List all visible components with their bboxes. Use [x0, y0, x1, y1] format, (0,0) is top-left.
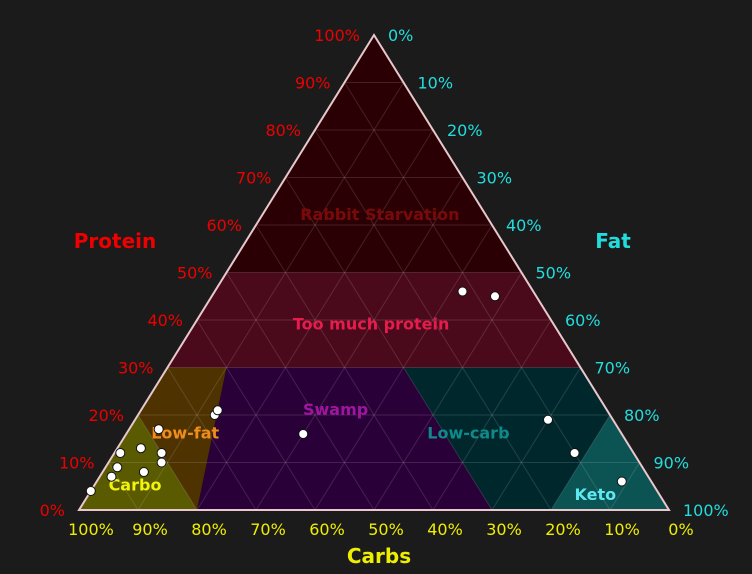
tick-label-fat: 60% — [565, 311, 601, 330]
tick-label-fat: 40% — [506, 216, 542, 235]
tick-label-carbs: 100% — [68, 520, 114, 539]
tick-labels: 0%0%100%10%10%90%20%20%80%30%30%70%40%40… — [40, 26, 729, 539]
tick-label-fat: 30% — [477, 169, 513, 188]
tick-label-carbs: 10% — [604, 520, 640, 539]
tick-label-protein: 80% — [265, 121, 301, 140]
grid-line-carbs — [314, 129, 552, 511]
tick-label-carbs: 60% — [309, 520, 345, 539]
data-point — [569, 448, 580, 458]
grid-line-carbs — [137, 414, 198, 511]
data-point — [138, 467, 149, 477]
tick-label-protein: 30% — [118, 359, 154, 378]
grid-line-fat — [373, 272, 522, 511]
data-point — [298, 429, 309, 439]
grid-line-fat — [491, 367, 581, 511]
tick-label-carbs: 30% — [486, 520, 522, 539]
grid-line-fat — [196, 129, 434, 511]
grid-line-carbs — [226, 272, 375, 511]
region-keto — [551, 415, 669, 510]
tick-label-fat: 80% — [624, 406, 660, 425]
region-label-too-much-protein: Too much protein — [293, 314, 450, 333]
region-label-keto: Keto — [574, 485, 616, 504]
tick-label-fat: 90% — [654, 454, 690, 473]
tick-label-carbs: 70% — [250, 520, 286, 539]
tick-label-fat: 70% — [595, 359, 631, 378]
region-low-carb — [403, 367, 610, 510]
region-label-rabbit-starvation: Rabbit Starvation — [300, 205, 459, 224]
triangle-outline — [77, 33, 671, 511]
data-point — [115, 448, 126, 458]
tick-label-protein: 60% — [206, 216, 242, 235]
tick-label-fat: 20% — [447, 121, 483, 140]
tick-label-protein: 40% — [147, 311, 183, 330]
region-rabbit-starvation — [226, 35, 522, 273]
region-label-carbo: Carbo — [109, 476, 162, 495]
grid-line-fat — [550, 414, 611, 511]
tick-label-protein: 100% — [314, 26, 360, 45]
data-point — [135, 443, 146, 454]
tick-label-protein: 70% — [236, 169, 272, 188]
data-point — [112, 462, 123, 473]
grid-line-fat — [137, 82, 404, 511]
grid-line-fat — [432, 319, 552, 511]
tick-label-fat: 50% — [536, 264, 572, 283]
tick-label-fat: 100% — [683, 501, 729, 520]
tick-label-protein: 10% — [59, 454, 95, 473]
data-point — [490, 291, 500, 302]
grid-line-fat — [255, 177, 463, 511]
tick-label-fat: 10% — [418, 74, 454, 93]
data-point — [85, 486, 96, 496]
data-point — [156, 457, 167, 468]
protein-axis-title: Protein — [74, 229, 156, 253]
tick-label-fat: 0% — [388, 26, 413, 45]
tick-label-carbs: 90% — [132, 520, 168, 539]
fat-axis-title: Fat — [595, 229, 631, 253]
region-too-much-protein — [167, 272, 581, 368]
tick-label-carbs: 80% — [191, 520, 227, 539]
grid-line-carbs — [344, 82, 611, 511]
tick-label-carbs: 40% — [427, 520, 463, 539]
tick-label-protein: 90% — [295, 74, 331, 93]
region-label-swamp: Swamp — [303, 400, 368, 419]
data-point — [156, 448, 167, 458]
tick-label-carbs: 50% — [368, 520, 404, 539]
tick-label-carbs: 20% — [545, 520, 581, 539]
data-point — [212, 405, 223, 416]
grid-line-carbs — [285, 177, 493, 511]
data-point — [543, 414, 553, 425]
tick-label-protein: 50% — [177, 264, 213, 283]
grid-line-carbs — [255, 224, 434, 511]
grid-line-fat — [314, 224, 493, 511]
carbs-axis-title: Carbs — [347, 544, 411, 568]
tick-label-protein: 20% — [88, 406, 124, 425]
data-point — [616, 476, 627, 487]
data-point — [457, 286, 468, 297]
grid-line-carbs — [196, 319, 316, 511]
data-point — [106, 471, 117, 482]
tick-label-carbs: 0% — [668, 520, 693, 539]
grid-line-fat — [609, 462, 640, 511]
region-swamp — [197, 367, 492, 510]
region-carbo — [79, 415, 197, 510]
diet-regions — [79, 35, 669, 510]
grid-lines — [108, 82, 640, 511]
region-label-low-carb: Low-carb — [427, 424, 509, 443]
grid-line-carbs — [167, 367, 257, 511]
data-point — [153, 424, 164, 435]
data-points — [85, 286, 627, 496]
region-labels: Rabbit Starvation Too much protein Low-fat… — [109, 205, 617, 504]
region-label-low-fat: Low-fat — [151, 424, 219, 443]
tick-label-protein: 0% — [40, 501, 65, 520]
